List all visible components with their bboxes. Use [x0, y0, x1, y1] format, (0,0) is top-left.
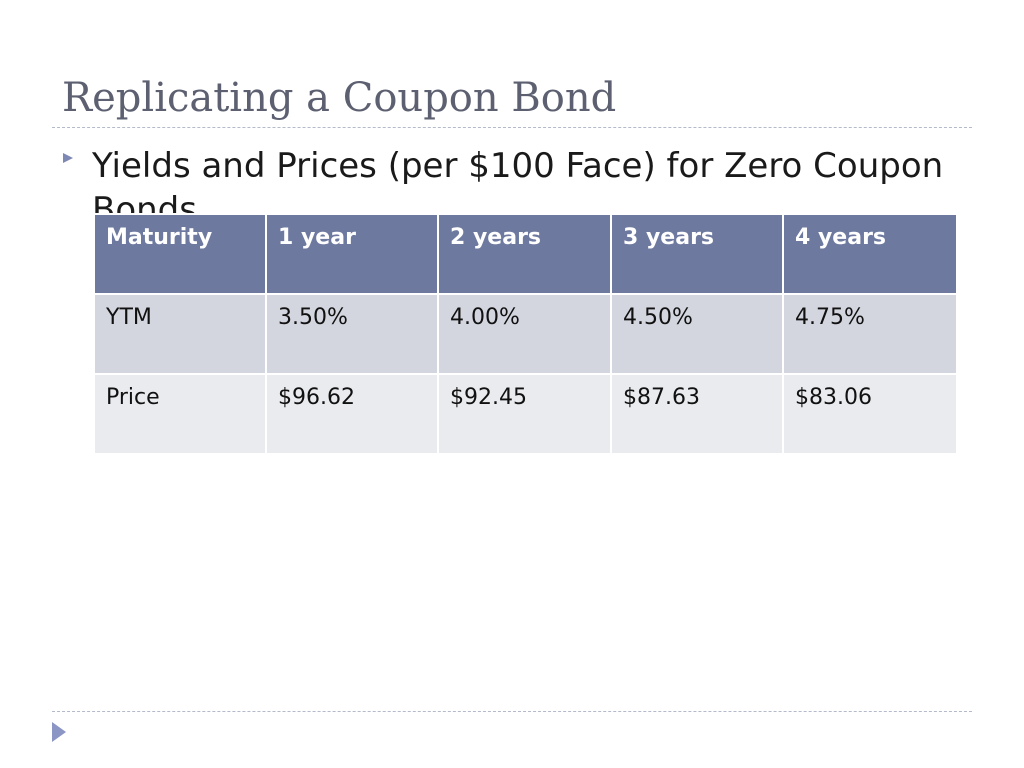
table-row-ytm: YTM 3.50% 4.00% 4.50% 4.75%: [93, 293, 958, 375]
triangle-bullet-icon: [63, 153, 73, 163]
zero-coupon-table: Maturity 1 year 2 years 3 years 4 years …: [93, 213, 958, 455]
row-label-price: Price: [93, 373, 267, 455]
bullet-text: Yields and Prices (per $100 Face) for Ze…: [92, 146, 944, 214]
header-cell-3-years: 3 years: [610, 213, 784, 295]
price-2-years: $92.45: [437, 373, 612, 455]
header-cell-2-years: 2 years: [437, 213, 612, 295]
price-4-years: $83.06: [782, 373, 958, 455]
table-row-price: Price $96.62 $92.45 $87.63 $83.06: [93, 373, 958, 455]
next-slide-arrow-icon[interactable]: [51, 721, 67, 743]
header-cell-maturity: Maturity: [93, 213, 267, 295]
table-header-row: Maturity 1 year 2 years 3 years 4 years: [93, 213, 958, 295]
row-label-ytm: YTM: [93, 293, 267, 375]
price-3-years: $87.63: [610, 373, 784, 455]
ytm-1-year: 3.50%: [265, 293, 439, 375]
ytm-4-years: 4.75%: [782, 293, 958, 375]
ytm-3-years: 4.50%: [610, 293, 784, 375]
title-divider: [52, 127, 972, 128]
footer-divider: [52, 711, 972, 712]
slide-title: Replicating a Coupon Bond: [62, 75, 617, 121]
price-1-year: $96.62: [265, 373, 439, 455]
header-cell-1-year: 1 year: [265, 213, 439, 295]
header-cell-4-years: 4 years: [782, 213, 958, 295]
ytm-2-years: 4.00%: [437, 293, 612, 375]
